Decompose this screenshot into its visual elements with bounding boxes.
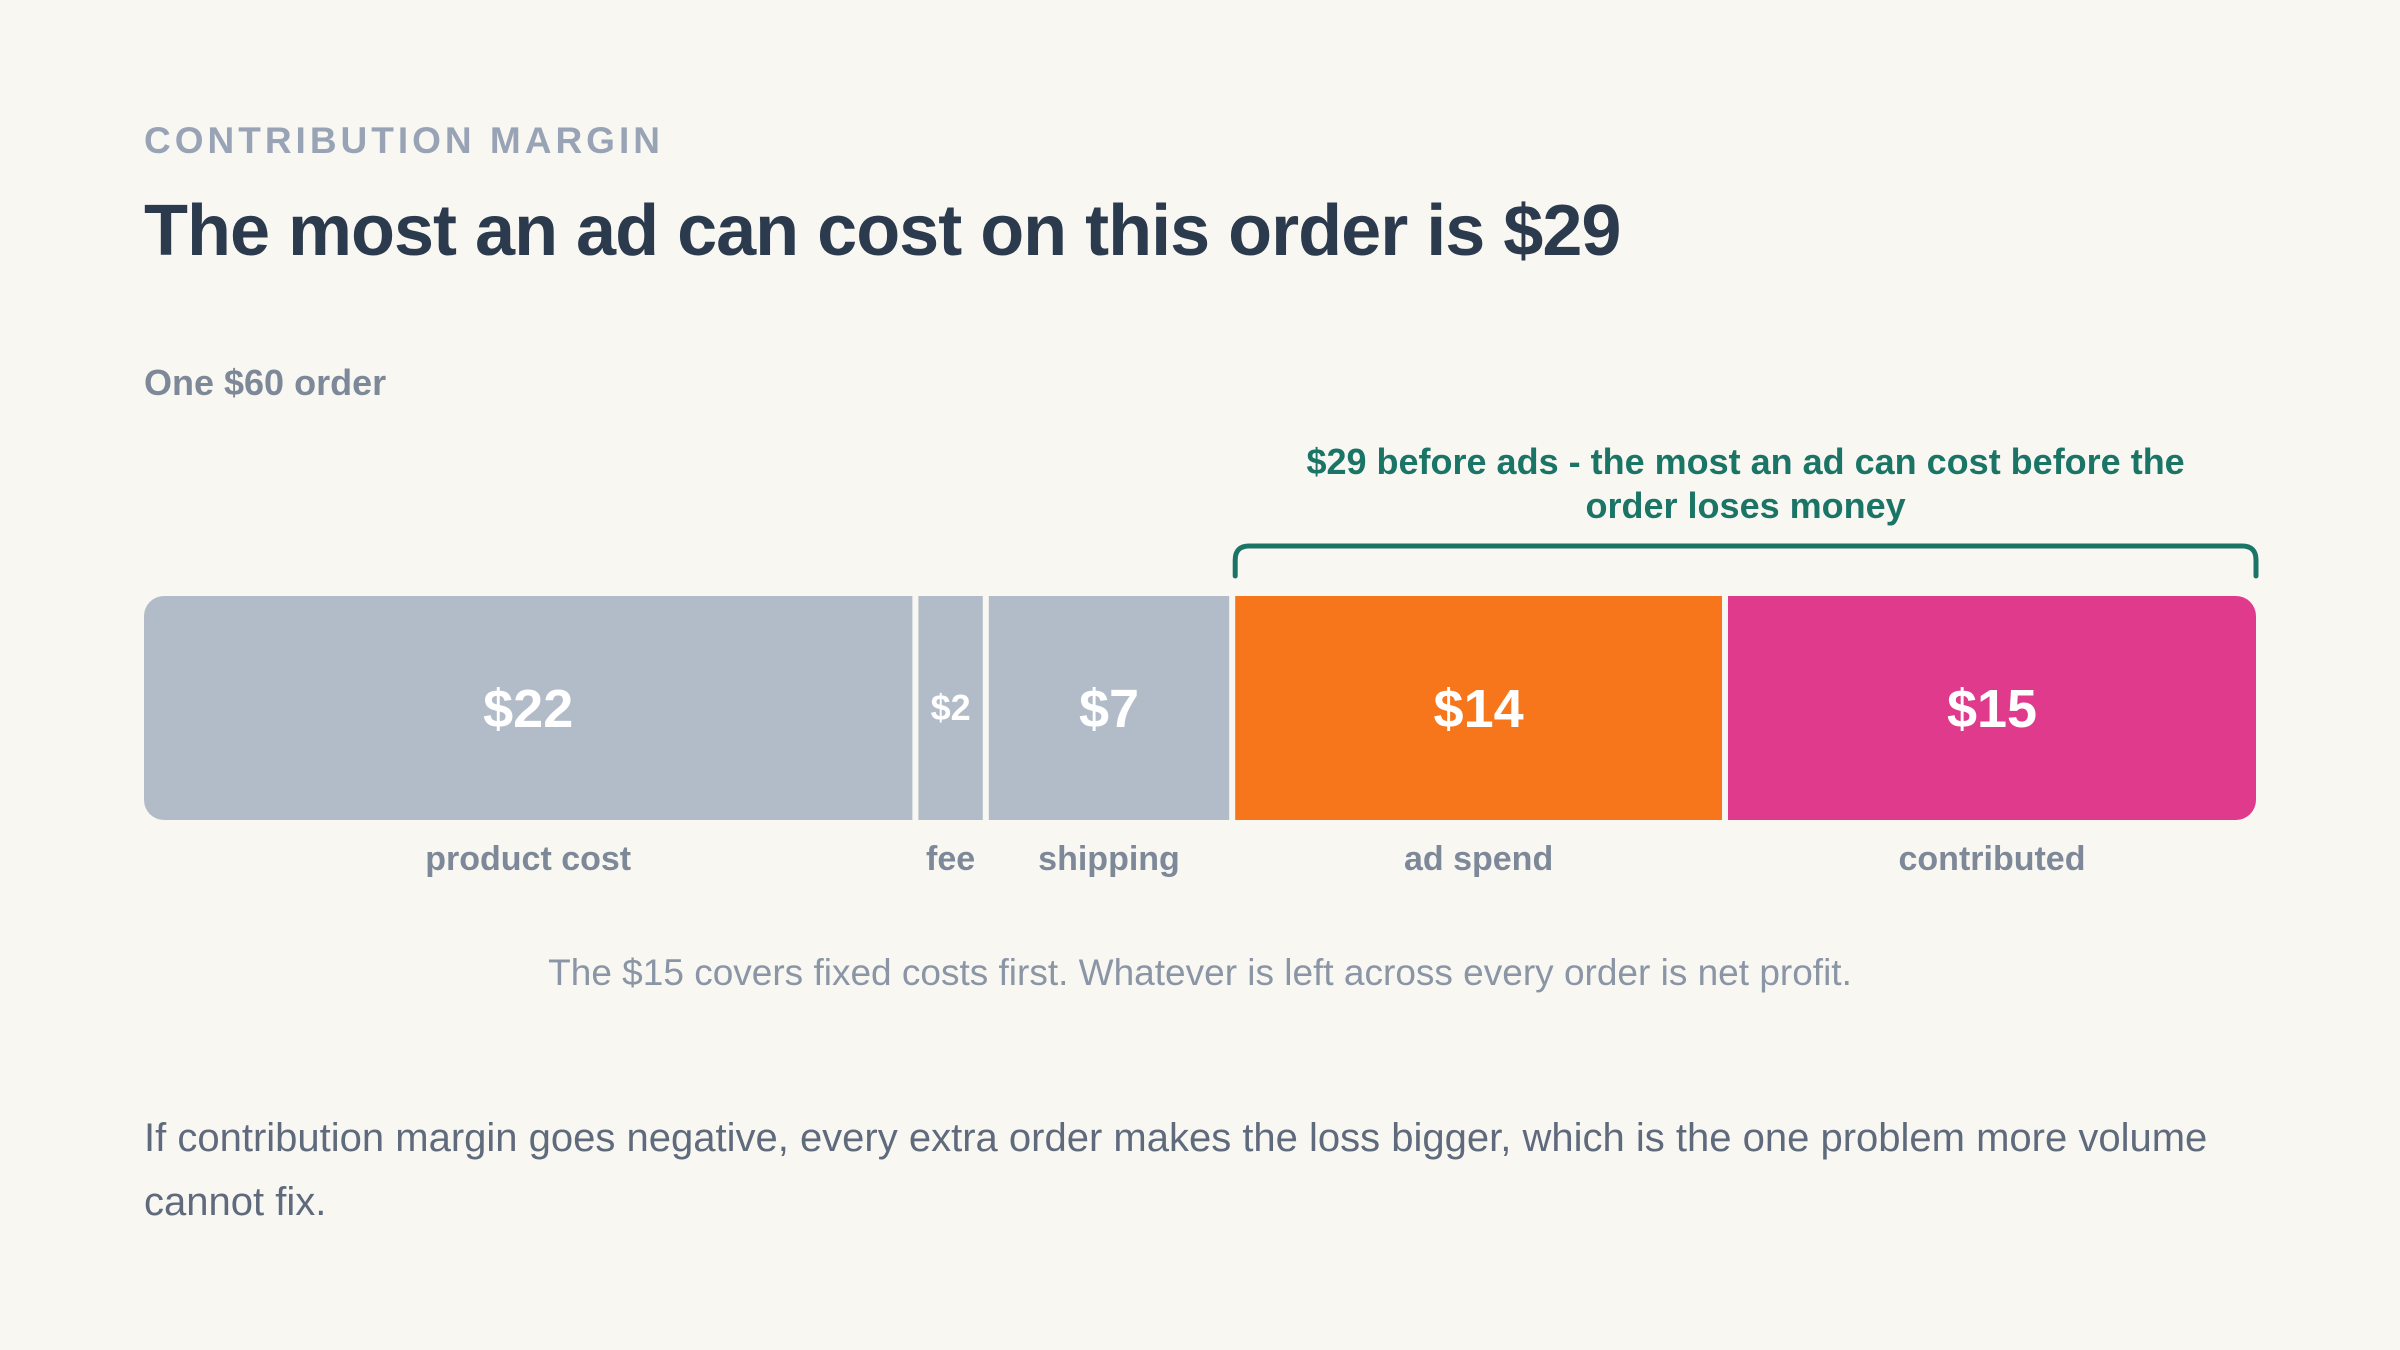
category-label-ad-spend: ad spend	[1404, 840, 1553, 878]
bar-group	[144, 596, 2256, 820]
category-label-contributed: contributed	[1899, 840, 2086, 878]
page-title: The most an ad can cost on this order is…	[144, 191, 1621, 271]
annotation-text-line: $29 before ads - the most an ad can cost…	[1306, 441, 2184, 482]
category-label-shipping: shipping	[1038, 840, 1180, 878]
bar-segment-product-cost	[144, 596, 913, 820]
annotation-bracket	[1232, 543, 2259, 579]
chart-caption: The $15 covers fixed costs first. Whatev…	[548, 952, 1852, 993]
bar-value-label-ad-spend: $14	[1434, 679, 1524, 739]
footnote-text: If contribution margin goes negative, ev…	[144, 1116, 2208, 1224]
bar-segment-fee	[918, 596, 983, 820]
bar-segment-shipping	[988, 596, 1230, 820]
bar-value-label-fee: $2	[931, 687, 971, 728]
bar-value-label-contributed: $15	[1947, 679, 2037, 739]
bar-segment-ad-spend	[1235, 596, 1722, 820]
bar-value-label-product-cost: $22	[483, 679, 573, 739]
category-label-fee: fee	[926, 840, 975, 878]
section-eyebrow: CONTRIBUTION MARGIN	[144, 120, 664, 161]
stacked-bar-chart: $22 product cost $2 fee $7 shipping $14 ad spen…	[144, 441, 2259, 878]
category-label-product-cost: product cost	[425, 840, 631, 878]
bar-value-label-shipping: $7	[1079, 679, 1139, 739]
chart-subtitle: One $60 order	[144, 362, 387, 403]
annotation-text-line: order loses money	[1586, 485, 1906, 526]
bar-segment-contributed	[1728, 596, 2256, 820]
